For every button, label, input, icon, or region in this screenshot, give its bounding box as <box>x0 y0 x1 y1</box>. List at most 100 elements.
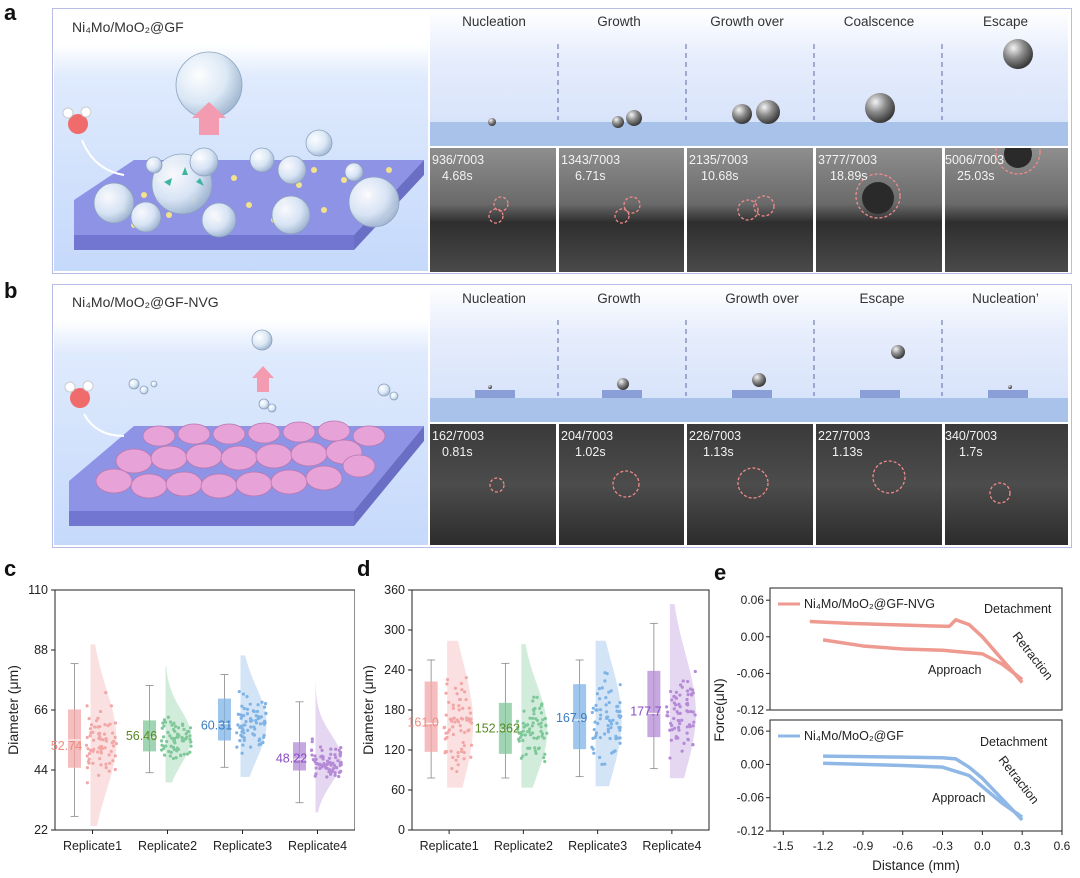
data-point <box>242 713 246 718</box>
data-point <box>108 722 112 726</box>
data-point <box>672 694 676 699</box>
data-point <box>519 756 524 760</box>
panel-a-stage-3: Growth over <box>710 14 784 29</box>
data-point <box>237 689 241 694</box>
data-point <box>161 735 166 739</box>
data-point <box>520 733 524 737</box>
panel-a-title: Ni₄Mo/MoO₂@GF <box>66 17 190 37</box>
data-point <box>236 723 240 727</box>
data-point <box>527 730 531 734</box>
data-point <box>453 720 457 724</box>
data-point <box>469 717 473 721</box>
data-point <box>672 701 676 705</box>
data-point <box>693 669 697 674</box>
data-point <box>685 689 690 693</box>
box <box>647 670 661 738</box>
y-tick-label: -0.06 <box>737 791 765 805</box>
data-point <box>590 745 594 749</box>
data-point <box>521 729 525 733</box>
data-point <box>466 729 470 733</box>
data-point <box>607 700 611 705</box>
data-point <box>453 686 458 690</box>
data-point <box>251 709 255 713</box>
data-point <box>458 724 462 728</box>
data-point <box>614 737 618 741</box>
data-point <box>96 725 100 729</box>
detachment-label: Detachment <box>980 735 1048 749</box>
data-point <box>262 733 266 737</box>
x-tick-label: Replicate4 <box>642 839 701 853</box>
chart-d: 0 60 120 180 240 300 360 Diameter (μm) 161.0 Repl… <box>360 583 710 853</box>
frame-number: 936/7003 <box>432 153 485 167</box>
data-point <box>260 700 264 704</box>
data-point <box>182 727 186 731</box>
data-point <box>107 769 111 773</box>
data-point <box>543 716 547 721</box>
data-point <box>617 709 621 714</box>
data-point <box>444 691 448 695</box>
data-point <box>241 743 245 747</box>
data-point <box>607 690 611 694</box>
data-point <box>600 686 604 690</box>
data-point <box>89 723 94 727</box>
data-point <box>94 719 99 723</box>
data-point <box>93 725 97 729</box>
data-point <box>256 703 260 707</box>
violin <box>315 682 342 813</box>
panel-b-stage-5: Nucleation’ <box>972 291 1039 306</box>
panel-b-stage-illustrations <box>430 286 1068 422</box>
panel-a-frame-4: 3777/7003 18.89s <box>818 152 877 184</box>
data-point <box>339 745 343 750</box>
data-point <box>172 727 176 732</box>
force-curve <box>823 761 1024 819</box>
data-point <box>318 762 322 766</box>
data-point <box>329 752 333 756</box>
data-point <box>685 731 689 735</box>
data-point <box>467 706 471 710</box>
data-point <box>537 746 541 750</box>
data-point <box>450 767 454 771</box>
data-point <box>261 740 265 745</box>
mean-label: 161.0 <box>407 716 438 730</box>
y-tick-label: 110 <box>28 583 48 597</box>
data-point <box>309 748 314 752</box>
data-point <box>541 718 545 722</box>
data-point <box>85 704 89 708</box>
data-point <box>689 709 693 714</box>
data-point <box>451 703 455 707</box>
data-point <box>451 725 455 729</box>
data-point <box>87 757 91 761</box>
data-point <box>166 715 170 719</box>
data-point <box>606 715 610 719</box>
data-point <box>594 703 598 708</box>
data-point <box>540 734 544 738</box>
data-point <box>91 761 95 765</box>
data-point <box>320 748 324 752</box>
data-point <box>590 710 594 715</box>
data-point <box>327 756 332 760</box>
data-point <box>670 723 674 728</box>
data-point <box>543 752 547 756</box>
y-tick-label: 240 <box>384 663 405 677</box>
data-point <box>604 703 608 707</box>
frame-time: 25.03s <box>957 169 995 183</box>
data-point <box>691 710 695 714</box>
data-point <box>516 727 520 732</box>
data-point <box>166 730 170 735</box>
data-point <box>172 736 176 741</box>
data-point <box>463 690 467 694</box>
data-point <box>98 756 102 761</box>
data-point <box>245 712 250 716</box>
panel-a-frame-1: 936/7003 4.68s <box>432 152 484 184</box>
data-point <box>457 704 461 708</box>
data-point <box>532 712 536 716</box>
data-point <box>324 766 328 770</box>
data-point <box>521 721 525 725</box>
panel-a-schematic-svg <box>54 44 428 271</box>
data-point <box>337 774 341 779</box>
subplot-frame <box>769 719 1063 832</box>
data-point <box>461 706 465 710</box>
data-point <box>333 753 337 757</box>
data-point <box>444 731 448 735</box>
data-point <box>96 750 100 754</box>
